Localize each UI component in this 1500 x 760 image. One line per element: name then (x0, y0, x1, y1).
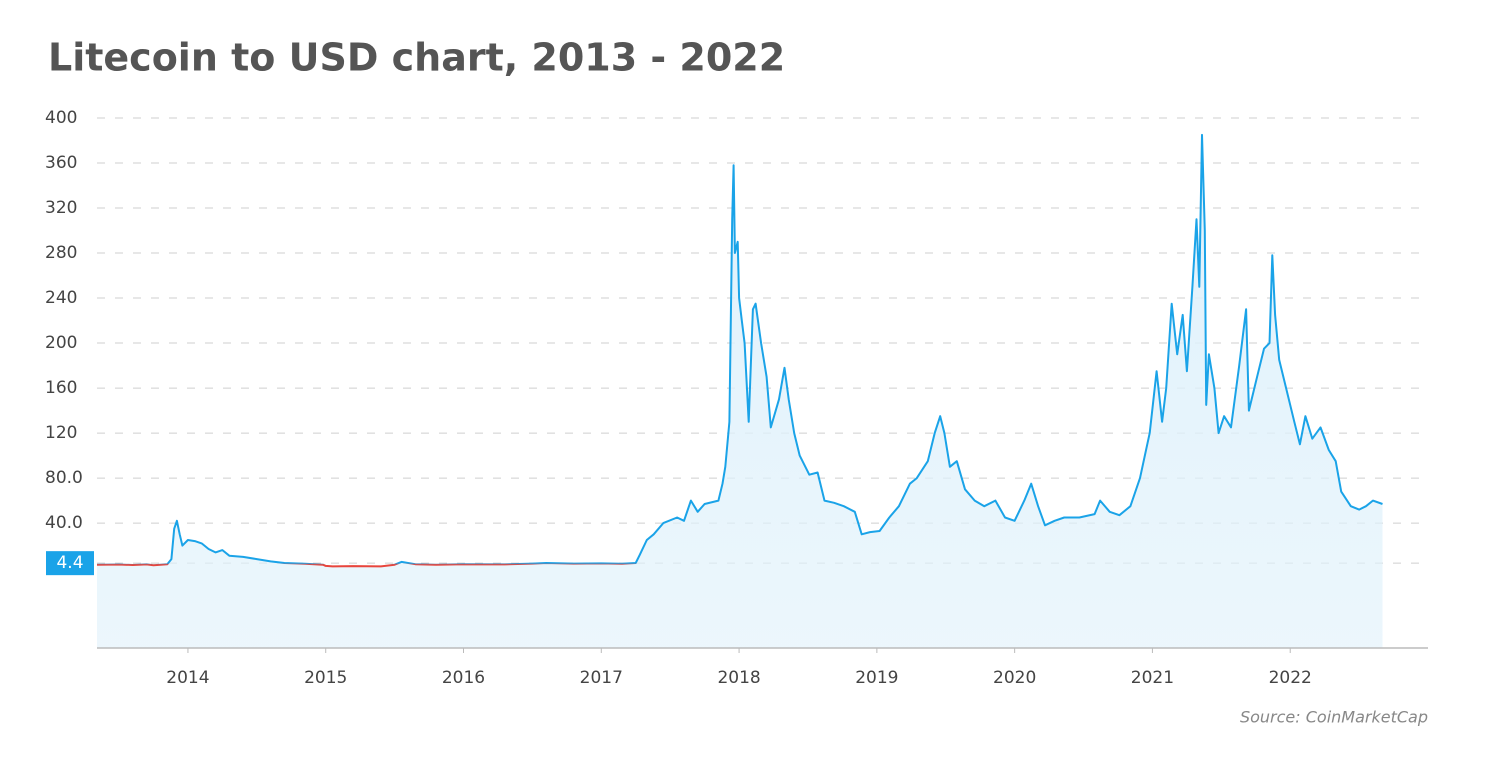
area (97, 134, 1383, 648)
x-tick-label: 2018 (717, 668, 760, 688)
x-tick-label: 2021 (1131, 668, 1174, 688)
x-tick-label: 2022 (1269, 668, 1312, 688)
x-tick-label: 2019 (855, 668, 898, 688)
x-tick-label: 2020 (993, 668, 1036, 688)
y-tick-label: 360 (45, 153, 77, 173)
y-tick-label: 280 (45, 243, 77, 263)
y-tick-label: 120 (45, 423, 77, 443)
y-tick-label: 40.0 (45, 513, 83, 533)
y-tick-label: 200 (45, 333, 77, 353)
chart-title: Litecoin to USD chart, 2013 - 2022 (48, 36, 785, 80)
source-note: Source: CoinMarketCap (1240, 708, 1428, 727)
baseline-marker (46, 551, 94, 576)
y-tick-label: 160 (45, 378, 77, 398)
y-tick-label: 80.0 (45, 468, 83, 488)
y-tick-label: 400 (45, 108, 77, 128)
x-tick-label: 2014 (166, 668, 209, 688)
y-tick-label: 240 (45, 288, 77, 308)
x-tick-label: 2016 (442, 668, 485, 688)
y-tick-label: 320 (45, 198, 77, 218)
baseline-label: 4.4 (56, 553, 83, 573)
x-tick-label: 2017 (580, 668, 623, 688)
price-line (96, 133, 1383, 568)
x-tick-label: 2015 (304, 668, 347, 688)
